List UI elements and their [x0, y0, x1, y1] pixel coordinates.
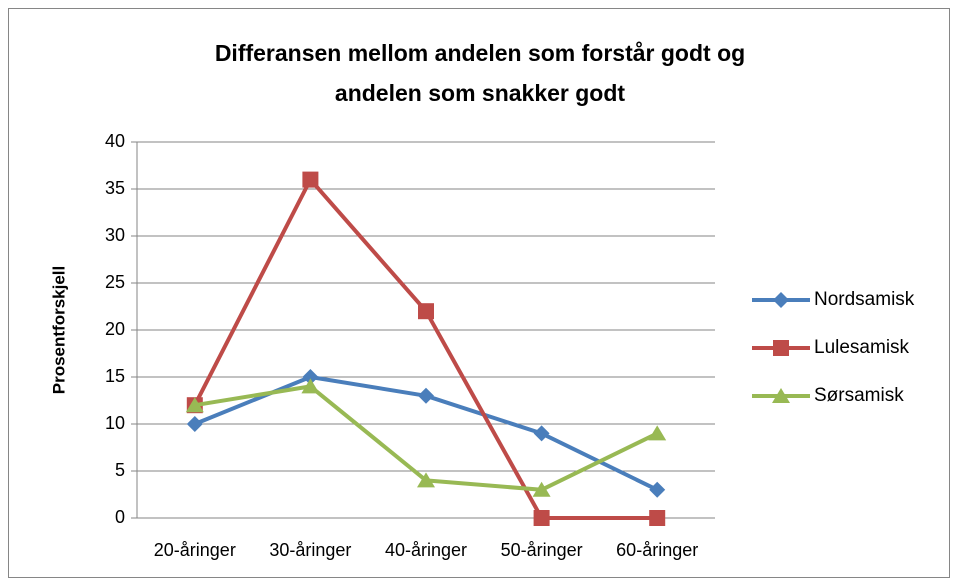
- marker: [649, 510, 666, 526]
- x-tick-label: 40-åringer: [385, 540, 467, 560]
- marker: [302, 369, 319, 385]
- marker: [649, 481, 666, 498]
- marker: [185, 397, 204, 413]
- x-tick-label: 20-åringer: [154, 540, 236, 560]
- marker: [532, 481, 551, 497]
- legend-label: Lulesamisk: [814, 337, 910, 358]
- marker: [418, 303, 434, 320]
- x-tick-label: 50-åringer: [501, 540, 583, 560]
- y-tick-label: 0: [115, 507, 125, 527]
- marker: [417, 472, 435, 488]
- y-tick-label: 25: [105, 272, 125, 292]
- y-tick-label: 10: [105, 413, 125, 433]
- y-tick-label: 20: [105, 319, 125, 339]
- y-tick-label: 35: [105, 178, 125, 198]
- legend-label: Sørsamisk: [814, 385, 904, 406]
- chart-border: [8, 8, 950, 578]
- y-tick-label: 40: [105, 131, 125, 151]
- x-tick-label: 30-åringer: [269, 540, 351, 560]
- y-tick-label: 15: [105, 366, 125, 386]
- legend-marker: [773, 340, 789, 356]
- x-tick-label: 60-åringer: [616, 540, 698, 560]
- marker: [533, 425, 550, 442]
- y-tick-label: 30: [105, 225, 125, 245]
- y-axis-label: Prosentforskjell: [49, 266, 68, 395]
- legend-marker: [772, 388, 790, 403]
- marker: [186, 416, 203, 432]
- legend-marker: [773, 292, 789, 308]
- y-tick-label: 5: [115, 460, 125, 480]
- marker: [648, 425, 667, 441]
- marker: [302, 171, 319, 188]
- marker: [418, 387, 434, 404]
- marker: [533, 510, 550, 526]
- legend-label: Nordsamisk: [814, 289, 915, 310]
- chart-title: andelen som snakker godt: [335, 80, 625, 106]
- chart-title: Differansen mellom andelen som forstår g…: [215, 40, 745, 66]
- marker: [301, 378, 320, 394]
